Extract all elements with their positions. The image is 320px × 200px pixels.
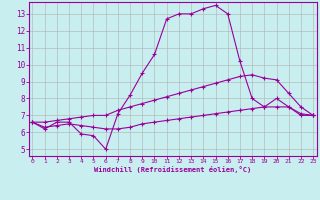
X-axis label: Windchill (Refroidissement éolien,°C): Windchill (Refroidissement éolien,°C) xyxy=(94,166,252,173)
